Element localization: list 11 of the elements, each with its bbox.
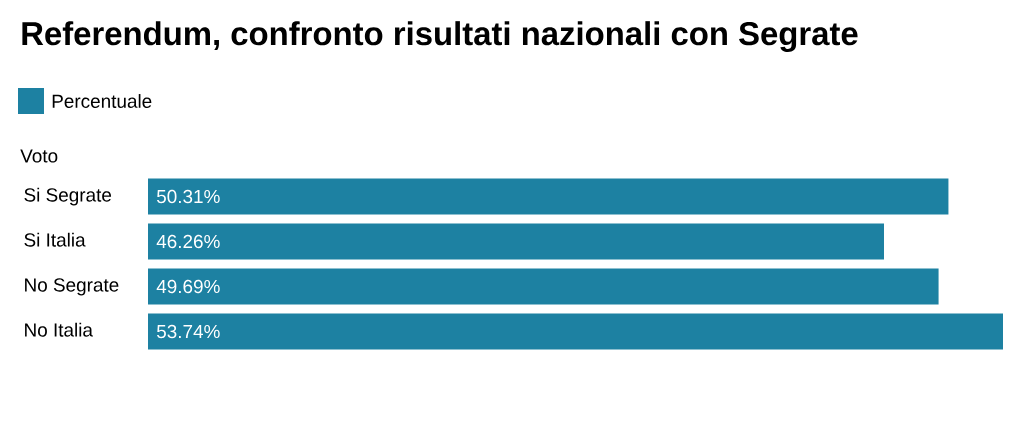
chart-title: Referendum, confronto risultati nazionali con Segrate <box>22 21 858 52</box>
data-label: 46.26% <box>156 234 220 249</box>
data-label: 50.31% <box>156 189 220 204</box>
y-tick-label: Si Italia <box>24 232 86 247</box>
legend-label: Percentuale <box>52 94 152 108</box>
y-tick-label: No Italia <box>25 322 93 337</box>
data-label: 53.74% <box>156 324 220 339</box>
y-axis-title: Voto <box>20 149 58 163</box>
y-tick-label: Si Segrate <box>24 187 112 206</box>
data-label: 49.69% <box>156 279 220 294</box>
y-tick-label: No Segrate <box>25 278 119 296</box>
